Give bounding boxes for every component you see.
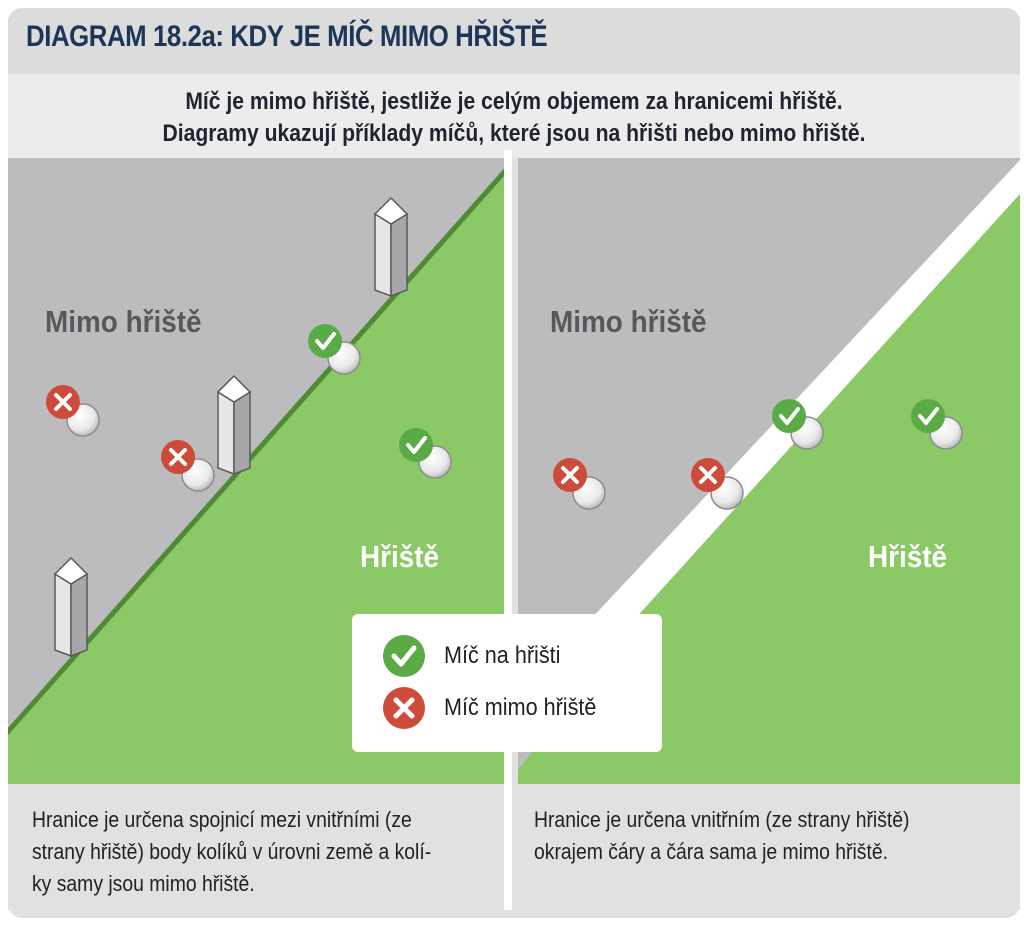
ball-out-right-1 xyxy=(553,458,606,510)
right-in-label: Hřiště xyxy=(868,540,947,575)
ball-in-left-1 xyxy=(308,324,361,375)
right-caption-line-2: okrajem čáry a čára sama je mimo hřiště. xyxy=(534,839,888,864)
legend-out-label: Míč mimo hřiště xyxy=(444,694,597,721)
left-boundary-line xyxy=(8,161,510,736)
right-caption-line-1: Hranice je určena vnitřním (ze strany hř… xyxy=(534,807,910,832)
intro-line-1: Míč je mimo hřiště, jestliže je celým ob… xyxy=(185,88,843,115)
left-caption-line-3: ky samy jsou mimo hřiště. xyxy=(32,871,255,896)
diagram-illustration: Mimo hřiště Hřiště Mimo hřiště Hřiště xyxy=(8,158,1020,792)
left-caption-area: Hranice je určena spojnicí mezi vnitřním… xyxy=(8,784,504,910)
right-caption: Hranice je určena vnitřním (ze strany hř… xyxy=(534,804,1009,868)
left-in-label: Hřiště xyxy=(360,540,439,575)
check-icon xyxy=(383,635,425,677)
legend-item-out: Míč mimo hřiště xyxy=(382,686,613,730)
ball-out-right-2 xyxy=(691,458,744,510)
legend: Míč na hřišti Míč mimo hřiště xyxy=(352,614,662,752)
right-caption-area: Hranice je určena vnitřním (ze strany hř… xyxy=(512,784,1020,910)
right-out-label: Mimo hřiště xyxy=(550,305,707,340)
cross-icon xyxy=(383,687,425,729)
right-white-line xyxy=(590,160,1020,620)
stake-middle xyxy=(216,374,252,476)
legend-in-label: Míč na hřišti xyxy=(444,642,561,669)
stake-bottom xyxy=(53,556,89,658)
ball-out-left-1 xyxy=(46,385,100,437)
panel-divider xyxy=(504,150,512,910)
legend-item-in: Míč na hřišti xyxy=(382,634,573,678)
left-out-label: Mimo hřiště xyxy=(45,305,202,340)
intro-line-2: Diagramy ukazují příklady míčů, které js… xyxy=(162,120,866,147)
diagram-title: DIAGRAM 18.2a: KDY JE MÍČ MIMO HŘIŠTĚ xyxy=(26,20,548,53)
left-caption-line-2: strany hřiště) body kolíků v úrovni země… xyxy=(32,839,432,864)
left-caption-line-1: Hranice je určena spojnicí mezi vnitřním… xyxy=(32,807,412,832)
ball-in-left-2 xyxy=(399,428,452,479)
ball-in-right-1 xyxy=(772,399,824,450)
stake-top xyxy=(373,196,409,298)
ball-in-right-2 xyxy=(911,399,963,450)
title-bar: DIAGRAM 18.2a: KDY JE MÍČ MIMO HŘIŠTĚ xyxy=(8,8,1020,74)
ball-out-left-2 xyxy=(161,440,215,492)
intro-box: Míč je mimo hřiště, jestliže je celým ob… xyxy=(8,74,1020,158)
left-caption: Hranice je určena spojnicí mezi vnitřním… xyxy=(32,804,507,900)
